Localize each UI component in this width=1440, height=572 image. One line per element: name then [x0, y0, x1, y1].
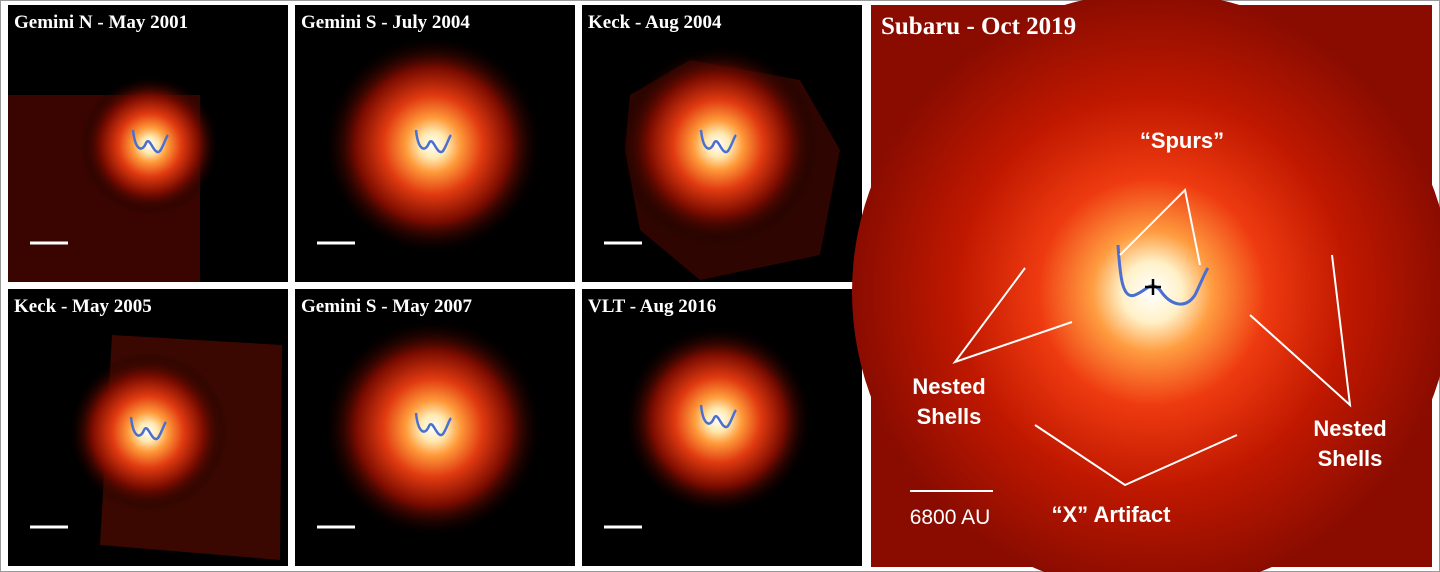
annotation: “X” Artifact [1052, 502, 1172, 527]
panel-title: Gemini N - May 2001 [14, 12, 188, 33]
glow [68, 352, 228, 512]
panel-title: Gemini S - July 2004 [301, 12, 470, 33]
annotation: “Spurs” [1140, 128, 1224, 153]
panel: Keck - Aug 2004 [582, 5, 862, 282]
panel: Gemini N - May 2001 [8, 5, 288, 282]
glow [618, 45, 818, 245]
glow [80, 75, 220, 215]
glow [323, 318, 543, 538]
annotation: Shells [917, 404, 982, 429]
panel-title: Keck - May 2005 [14, 296, 152, 317]
panel-title: Keck - Aug 2004 [588, 12, 722, 33]
panel: VLT - Aug 2016 [582, 289, 862, 566]
panel-title: Gemini S - May 2007 [301, 296, 472, 317]
annotation: Nested [1313, 416, 1386, 441]
panel: Gemini S - July 2004 [295, 5, 575, 282]
glow [323, 35, 543, 255]
panel: Keck - May 2005 [8, 289, 288, 566]
panel: Gemini S - May 2007 [295, 289, 575, 566]
center-mark [1145, 279, 1161, 295]
curve [129, 416, 167, 441]
main-title: Subaru - Oct 2019 [881, 13, 1076, 40]
annotation: Nested [912, 374, 985, 399]
curve [414, 412, 452, 437]
curve [699, 404, 737, 429]
annotation: Shells [1318, 446, 1383, 471]
glow [623, 325, 813, 515]
curve [414, 129, 452, 154]
main-panel: Subaru - Oct 2019 “Spurs” Nested Shells … [852, 0, 1440, 572]
curve [131, 129, 169, 154]
curve [1116, 244, 1210, 306]
scale-label: 6800 AU [910, 506, 991, 529]
curve [699, 129, 737, 154]
callout-lines [952, 187, 1352, 487]
panel-title: VLT - Aug 2016 [588, 296, 716, 317]
